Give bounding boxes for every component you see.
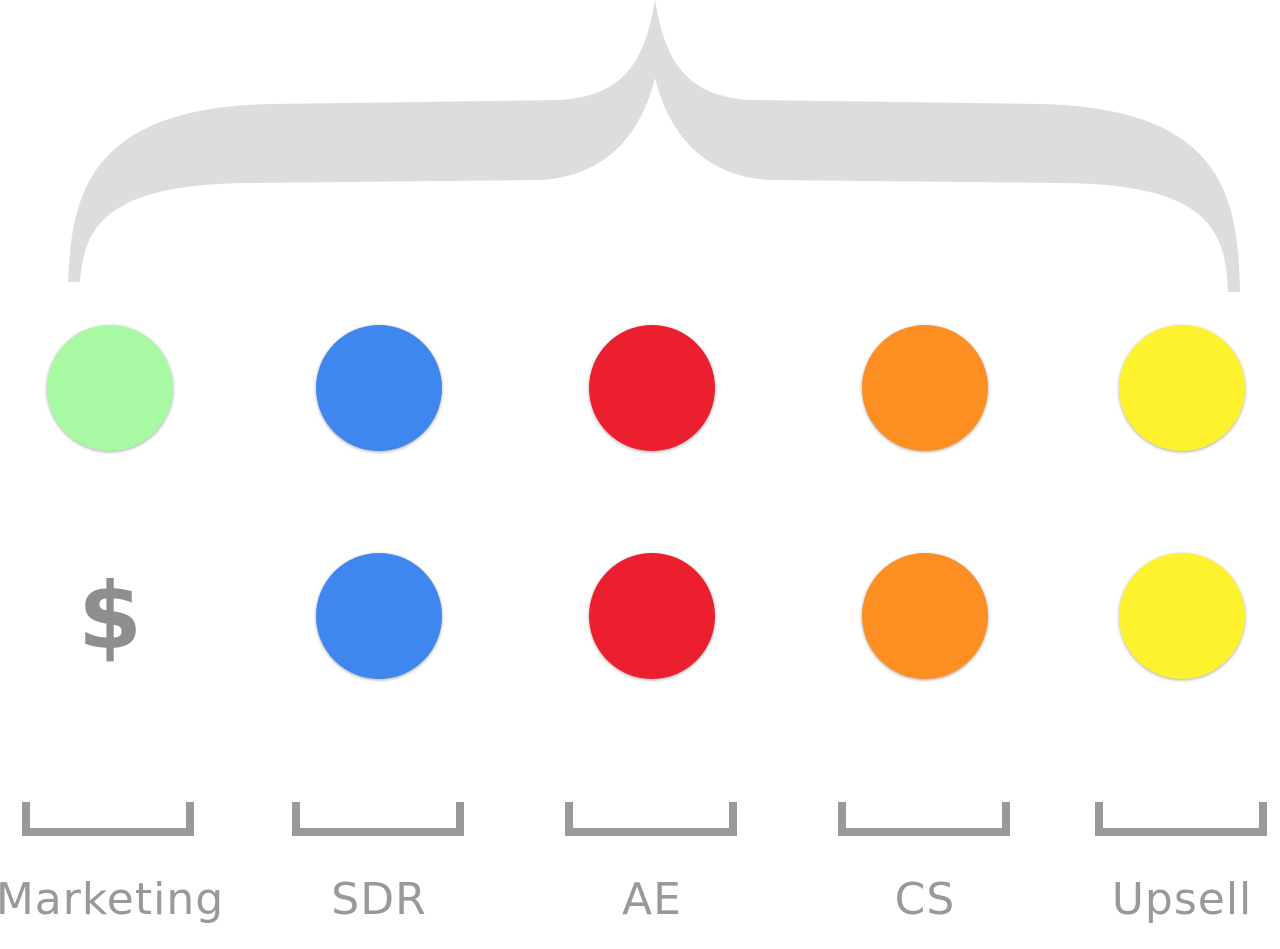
label-ae: AE (622, 874, 682, 925)
cs-dot-row2 (862, 553, 988, 679)
sdr-bracket (292, 802, 464, 836)
ae-dot-row2 (589, 553, 715, 679)
marketing-bracket (22, 802, 194, 836)
ae-bracket (565, 802, 737, 836)
label-sdr: SDR (331, 874, 427, 925)
label-upsell: Upsell (1111, 874, 1253, 925)
marketing-dot (47, 325, 173, 451)
dollar-icon: $ (77, 562, 142, 670)
ae-dot (589, 325, 715, 451)
sdr-dot (316, 325, 442, 451)
label-marketing: Marketing (0, 874, 225, 925)
upsell-dot-row2 (1119, 553, 1245, 679)
sdr-dot-row2 (316, 553, 442, 679)
label-cs: CS (894, 874, 956, 925)
cs-bracket (838, 802, 1010, 836)
upsell-bracket (1095, 802, 1267, 836)
curly-brace (68, 0, 1240, 292)
cs-dot (862, 325, 988, 451)
curly-brace-shape (68, 0, 1240, 292)
upsell-dot (1119, 325, 1245, 451)
